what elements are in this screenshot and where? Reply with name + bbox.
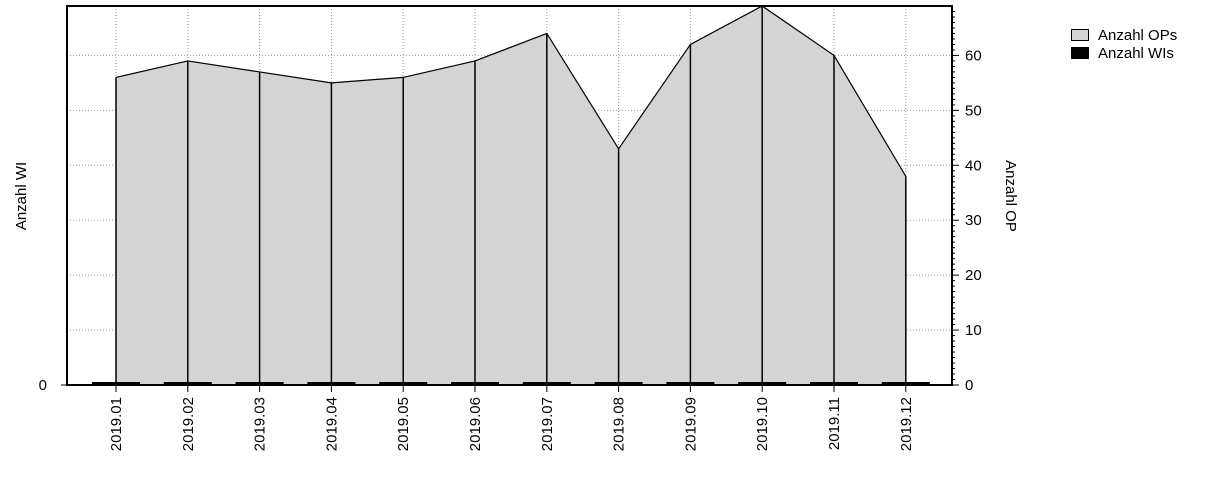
legend-swatch-ops [1071,29,1089,41]
x-axis: 2019.01 2019.02 2019.03 2019.04 2019.05 2019.… [108,385,915,451]
legend-item-ops: Anzahl OPs [1071,26,1177,44]
legend-swatch-wis [1071,47,1089,59]
x-tick-label: 2019.02 [180,397,197,451]
y-right-tick-label: 10 [965,322,982,339]
x-tick-label: 2019.12 [898,397,915,451]
bar-wi [522,382,571,385]
y-left-tick-label: 0 [39,377,47,394]
bar-wi [307,382,356,385]
legend-label-ops: Anzahl OPs [1098,26,1178,44]
x-tick-label: 2019.10 [754,397,771,451]
x-tick-label: 2019.09 [682,397,699,451]
y-axis-right: 0 10 20 30 40 50 60 [952,10,982,394]
legend-item-wis: Anzahl WIs [1071,44,1177,62]
legend-label-wis: Anzahl WIs [1098,44,1174,62]
x-tick-label: 2019.04 [323,397,340,451]
bar-wi [451,382,499,385]
y-right-tick-label: 60 [965,47,982,64]
x-tick-label: 2019.05 [395,397,412,451]
plot-frame [66,5,953,386]
y-right-tick-label: 40 [965,157,982,174]
y-right-tick-label: 20 [965,267,982,284]
x-tick-label: 2019.03 [252,397,269,451]
line-ops [115,5,907,177]
x-tick-label: 2019.06 [467,397,484,451]
area-series [115,5,907,385]
x-tick-label: 2019.07 [539,397,556,451]
y-axis-right-title: Anzahl OP [1002,160,1019,232]
wi-series [92,382,930,385]
bar-wi [594,382,643,385]
bar-wi [92,382,140,385]
x-tick-label: 2019.08 [611,397,628,451]
area-fill-ops [116,6,906,385]
bar-wi [666,382,715,385]
bar-wi [881,382,930,385]
bar-wi [163,382,212,385]
x-tick-label: 2019.01 [108,397,125,451]
legend: Anzahl OPs Anzahl WIs [1071,26,1177,62]
y-right-tick-label: 0 [965,377,973,394]
y-axis-left: 0 [39,377,67,394]
y-right-tick-label: 50 [965,102,982,119]
bar-wi [810,382,858,385]
bar-wi [738,382,787,385]
y-right-tick-label: 30 [965,212,982,229]
bar-wi [235,382,284,385]
y-axis-left-title: Anzahl WI [13,162,30,230]
bar-wi [379,382,428,385]
x-tick-label: 2019.11 [826,397,843,450]
